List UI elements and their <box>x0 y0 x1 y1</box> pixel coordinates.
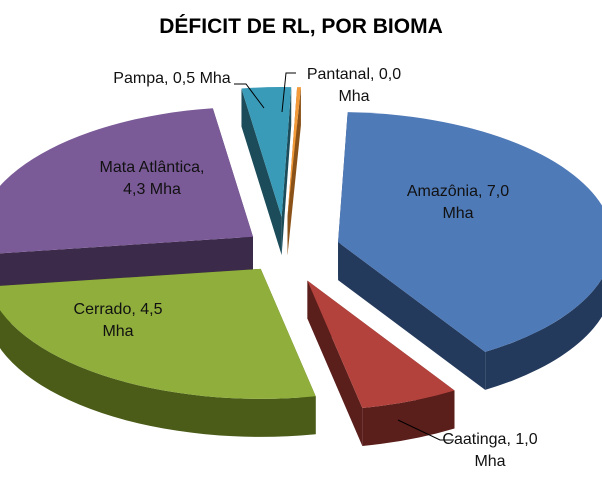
slice-label-amazonia: Amazônia, 7,0 Mha <box>407 183 509 222</box>
slice-label-pampa: Pampa, 0,5 Mha <box>113 70 231 87</box>
leader-line-pantanal <box>281 72 296 113</box>
slice-top-amazonia <box>338 112 602 352</box>
chart-title: DÉFICIT DE RL, POR BIOMA <box>159 15 443 38</box>
slice-cerrado <box>0 268 316 437</box>
slice-top-caatinga <box>307 280 455 408</box>
slice-wall <box>338 242 486 390</box>
slice-label-line1: Mata Atlântica, <box>100 159 205 176</box>
slice-label-line1: Amazônia, 7,0 <box>407 183 509 200</box>
slice-rim <box>362 390 455 446</box>
slice-label-cerrado: Cerrado, 4,5 Mha <box>74 301 163 340</box>
slice-rim <box>485 278 602 390</box>
slice-amazonia <box>338 112 602 390</box>
slice-wall <box>287 87 301 256</box>
slice-wall <box>281 87 292 256</box>
slice-label-line1: Pampa, 0,5 Mha <box>113 70 231 87</box>
leader-line-caatinga <box>397 419 454 441</box>
slice-top-pantanal <box>287 87 301 218</box>
slice-label-line2: Mha <box>474 453 505 470</box>
slice-wall <box>241 88 282 256</box>
slice-top-mata-atlantica <box>0 108 253 254</box>
slice-pampa <box>241 87 292 256</box>
leader-line-pampa <box>234 83 265 109</box>
slice-label-line1: Cerrado, 4,5 <box>74 301 163 318</box>
slice-label-line2: Mha <box>442 205 473 222</box>
slice-wall <box>307 280 363 446</box>
slice-mata-atlantica <box>0 108 253 292</box>
slices-group <box>0 87 602 446</box>
slice-caatinga <box>307 280 455 446</box>
slice-label-caatinga: Caatinga, 1,0 Mha <box>442 431 537 470</box>
slice-label-line2: 4,3 Mha <box>123 181 181 198</box>
slice-label-line2: Mha <box>338 88 369 105</box>
slice-pantanal <box>287 87 301 256</box>
slice-label-mata-atlantica: Mata Atlântica, 4,3 Mha <box>100 159 205 198</box>
slice-rim <box>0 310 316 437</box>
slice-label-line2: Mha <box>102 323 133 340</box>
slice-label-line1: Pantanal, 0,0 <box>307 66 401 83</box>
leader-lines <box>234 72 454 441</box>
slice-label-line1: Caatinga, 1,0 <box>442 431 537 448</box>
slice-top-pampa <box>241 87 292 218</box>
slice-top-cerrado <box>0 268 316 399</box>
slice-label-pantanal: Pantanal, 0,0 Mha <box>307 66 401 105</box>
